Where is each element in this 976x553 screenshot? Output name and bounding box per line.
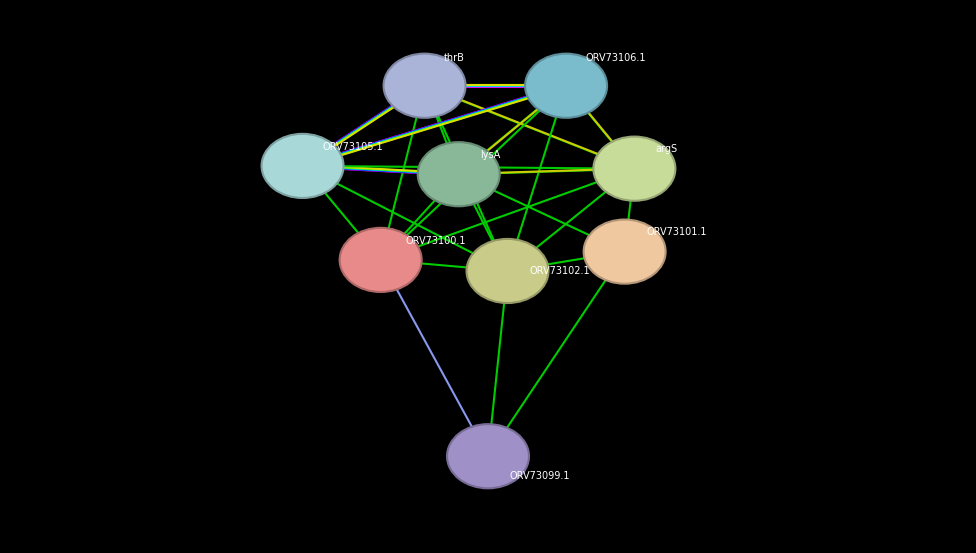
Text: ORV73100.1: ORV73100.1 [405, 236, 466, 246]
Text: ORV73101.1: ORV73101.1 [646, 227, 707, 237]
Text: ORV73102.1: ORV73102.1 [530, 266, 590, 276]
Ellipse shape [262, 134, 344, 198]
Text: lysA: lysA [480, 150, 501, 160]
Ellipse shape [447, 424, 529, 488]
Text: ORV73106.1: ORV73106.1 [586, 53, 646, 63]
Text: ORV73105.1: ORV73105.1 [322, 142, 383, 152]
Ellipse shape [467, 239, 549, 303]
Ellipse shape [418, 142, 500, 206]
Ellipse shape [340, 228, 422, 292]
Text: ORV73099.1: ORV73099.1 [509, 471, 570, 481]
Ellipse shape [584, 220, 666, 284]
Text: argS: argS [656, 144, 678, 154]
Text: thrB: thrB [444, 53, 465, 63]
Ellipse shape [593, 137, 675, 201]
Ellipse shape [525, 54, 607, 118]
Ellipse shape [384, 54, 466, 118]
